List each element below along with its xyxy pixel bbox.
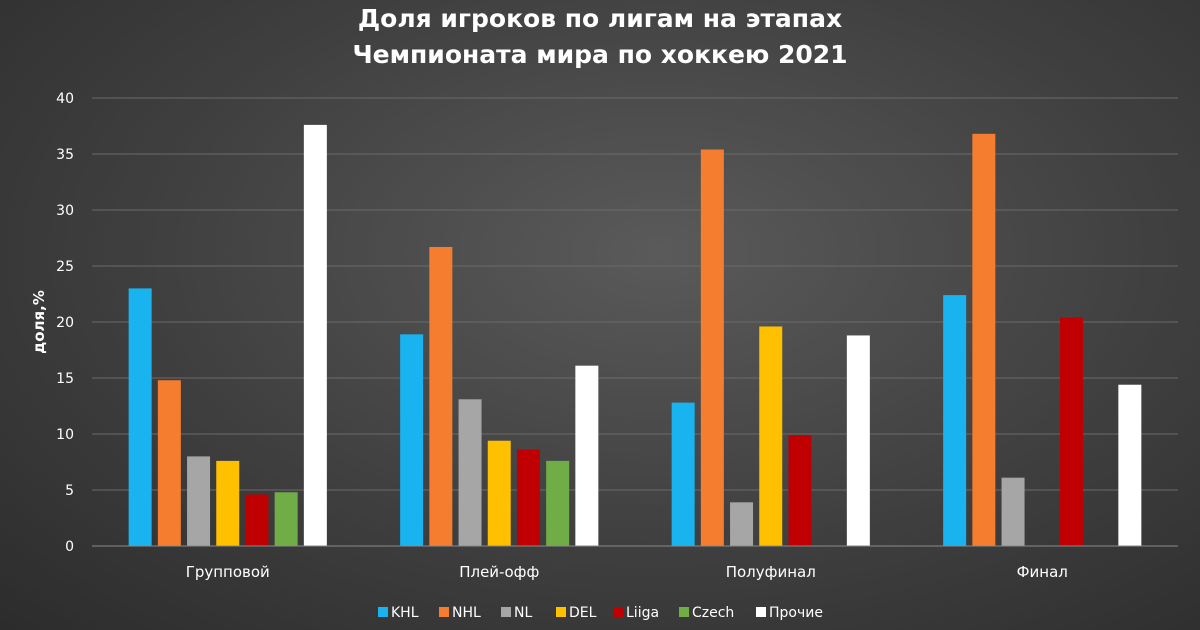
legend-swatch — [756, 607, 766, 617]
bars — [128, 124, 1142, 546]
legend-label: Liiga — [626, 605, 659, 621]
y-tick-label: 25 — [56, 259, 74, 275]
bar-KHL-Полуфинал — [671, 402, 695, 546]
bar-Прочие-Финал — [1118, 384, 1142, 546]
x-axis: Групповой Плей-офф Полуфинал Финал — [92, 545, 1178, 581]
y-tick-label: 35 — [56, 147, 74, 163]
bar-DEL-Групповой — [216, 460, 240, 546]
legend-label: Czech — [692, 605, 734, 621]
x-category-label: Финал — [1017, 563, 1068, 581]
bar-NHL-Групповой — [157, 380, 181, 546]
bar-DEL-Плей-офф — [487, 440, 511, 546]
bar-Czech-Групповой — [274, 492, 298, 546]
legend-swatch — [501, 607, 511, 617]
x-category-label: Групповой — [186, 563, 270, 581]
legend-label: Прочие — [769, 605, 823, 621]
bar-KHL-Финал — [943, 295, 967, 546]
chart-title-line-2: Чемпионата мира по хоккею 2021 — [352, 40, 847, 69]
y-tick-label: 0 — [65, 539, 74, 555]
legend-label: KHL — [391, 605, 419, 621]
y-axis-title: доля,% — [30, 290, 48, 354]
chart-title-line-1: Доля игроков по лигам на этапах — [358, 4, 842, 33]
bar-NL-Плей-офф — [458, 399, 482, 546]
bar-NHL-Плей-офф — [429, 246, 453, 546]
x-category-label: Плей-офф — [459, 563, 539, 581]
y-tick-label: 10 — [56, 427, 74, 443]
y-tick-label: 15 — [56, 371, 74, 387]
gridlines: 0 5 10 15 20 25 30 35 40 — [56, 91, 1178, 555]
bar-NHL-Полуфинал — [700, 149, 724, 546]
legend-swatch — [679, 607, 689, 617]
legend: KHL NHL NL DEL Liiga Czech Прочие — [378, 605, 823, 621]
legend-label: NL — [514, 605, 532, 621]
bar-Liiga-Полуфинал — [788, 435, 812, 546]
bar-NL-Финал — [1001, 477, 1025, 546]
legend-swatch — [613, 607, 623, 617]
legend-label: DEL — [569, 605, 597, 621]
bar-Liiga-Финал — [1059, 317, 1083, 546]
bar-NL-Полуфинал — [730, 502, 754, 546]
bar-Liiga-Групповой — [245, 494, 269, 546]
legend-swatch — [556, 607, 566, 617]
legend-label: NHL — [452, 605, 481, 621]
bar-Czech-Плей-офф — [546, 460, 570, 546]
legend-swatch — [439, 607, 449, 617]
bar-DEL-Полуфинал — [759, 326, 783, 546]
bar-KHL-Плей-офф — [400, 334, 424, 546]
bar-NL-Групповой — [187, 456, 211, 546]
y-tick-label: 5 — [65, 483, 74, 499]
bar-KHL-Групповой — [128, 288, 152, 546]
y-tick-label: 40 — [56, 91, 74, 107]
x-category-label: Полуфинал — [726, 563, 816, 581]
bar-Прочие-Плей-офф — [575, 365, 599, 546]
bar-Прочие-Групповой — [303, 124, 327, 546]
bar-NHL-Финал — [972, 133, 996, 546]
y-tick-label: 30 — [56, 203, 74, 219]
y-tick-label: 20 — [56, 315, 74, 331]
legend-swatch — [378, 607, 388, 617]
bar-Прочие-Полуфинал — [846, 335, 870, 546]
bar-Liiga-Плей-офф — [516, 449, 540, 546]
